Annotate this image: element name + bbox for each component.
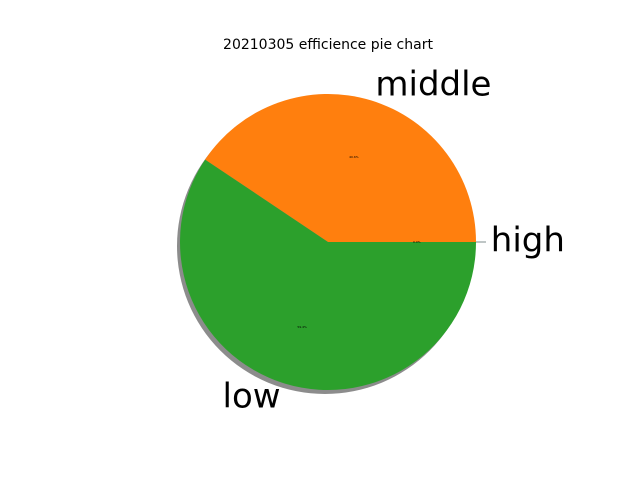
slice-label-middle: middle [375, 65, 491, 105]
slice-pct-high: 0.0% [413, 240, 421, 244]
slice-label-high: high [491, 221, 565, 261]
pie-labels: high 0.0% middle 40.6% low 59.4% [223, 65, 565, 417]
pie-slices [180, 94, 486, 390]
pie-slice-middle [205, 94, 477, 242]
chart-title: 20210305 efficience pie chart [223, 37, 433, 53]
slice-pct-middle: 40.6% [349, 155, 359, 159]
slice-label-low: low [223, 376, 281, 416]
pie-slice-low [180, 159, 477, 390]
slice-pct-low: 59.4% [297, 325, 307, 329]
